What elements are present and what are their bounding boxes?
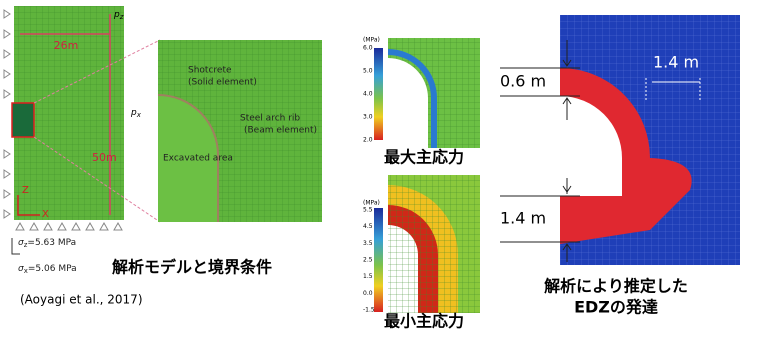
colorbar-label: 3.0 — [363, 114, 373, 121]
model-caption: 解析モデルと境界条件 — [112, 258, 272, 277]
shotcrete: Shotcrete — [188, 66, 232, 76]
edz-panel: 0.6 m 1.4 m 1.4 m 解析により推定した EDZの発達 — [500, 15, 740, 317]
sigma-x: σx=5.06 MPa — [18, 264, 77, 276]
shotcrete-type: (Solid element) — [188, 78, 257, 88]
min-caption: 最小主応力 — [384, 312, 464, 331]
height-label: 50m — [92, 151, 117, 164]
px-label: px — [130, 108, 142, 120]
colorbar-label: 0.0 — [363, 290, 373, 297]
colorbar-label: 2.0 — [363, 137, 373, 144]
rib-type: (Beam element) — [244, 126, 317, 136]
colorbar-label: 5.0 — [363, 68, 373, 75]
rib: Steel arch rib — [240, 114, 300, 124]
min-stress-panel: (MPa) 5.5 4.5 3.5 2.5 1.5 0.0 -1.5 最小主応力 — [363, 175, 480, 331]
sigma-z: σz=5.63 MPa — [18, 238, 76, 250]
colorbar-label: 6.0 — [363, 45, 373, 52]
colorbar-label: 4.0 — [363, 91, 373, 98]
edz-caption-1: 解析により推定した — [544, 277, 688, 296]
bottom-thickness: 1.4 m — [500, 209, 546, 228]
axis-z: Z — [22, 185, 29, 196]
min-unit: (MPa) — [363, 200, 380, 207]
excavated: Excavated area — [163, 154, 233, 164]
colorbar-label: 4.5 — [363, 223, 373, 230]
width-label: 26m — [54, 39, 79, 52]
max-stress-panel: (MPa) 6.0 5.0 4.0 3.0 2.0 最大主応力 — [363, 37, 480, 167]
max-unit: (MPa) — [363, 37, 380, 44]
citation: (Aoyagi et al., 2017) — [20, 293, 143, 307]
colorbar-label: 2.5 — [363, 257, 373, 264]
axis-x: X — [42, 209, 49, 220]
figure: 26m 50m pz px Z X σz=5.63 MPa σx=5.06 MP… — [0, 0, 758, 333]
colorbar-label: 5.5 — [363, 207, 373, 214]
colorbar-label: -1.5 — [363, 307, 375, 314]
edz-caption-2: EDZの発達 — [574, 298, 658, 317]
colorbar-label: 1.5 — [363, 273, 373, 280]
edz-width: 1.4 m — [653, 53, 699, 72]
max-caption: 最大主応力 — [384, 148, 464, 167]
top-thickness: 0.6 m — [500, 72, 546, 91]
colorbar-label: 3.5 — [363, 240, 373, 247]
zoom-panel: Shotcrete (Solid element) Steel arch rib… — [158, 40, 322, 222]
